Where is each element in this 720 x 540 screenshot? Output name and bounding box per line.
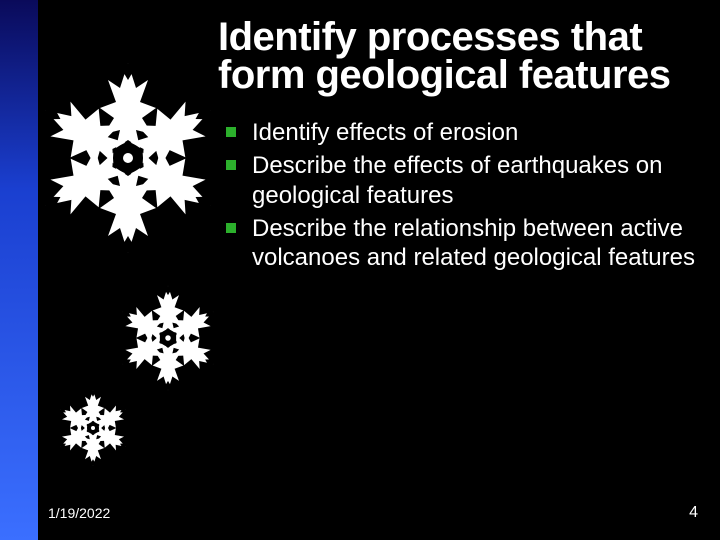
bullet-marker-icon [226, 127, 236, 137]
page-number: 4 [689, 504, 698, 522]
bullet-text: Describe the effects of earthquakes on g… [252, 151, 698, 210]
list-item: Describe the relationship between active… [226, 214, 698, 273]
accent-bar [0, 0, 38, 540]
bullet-list: Identify effects of erosion Describe the… [226, 118, 698, 272]
bullet-text: Describe the relationship between active… [252, 214, 698, 273]
list-item: Identify effects of erosion [226, 118, 698, 147]
slide-title: Identify processes that form geological … [218, 18, 698, 94]
snowflake-art [38, 28, 218, 468]
bullet-marker-icon [226, 223, 236, 233]
bullet-text: Identify effects of erosion [252, 118, 518, 147]
bullet-marker-icon [226, 160, 236, 170]
content-area: Identify processes that form geological … [218, 18, 698, 276]
list-item: Describe the effects of earthquakes on g… [226, 151, 698, 210]
footer-date: 1/19/2022 [48, 505, 110, 521]
footer: 1/19/2022 4 [48, 504, 698, 522]
